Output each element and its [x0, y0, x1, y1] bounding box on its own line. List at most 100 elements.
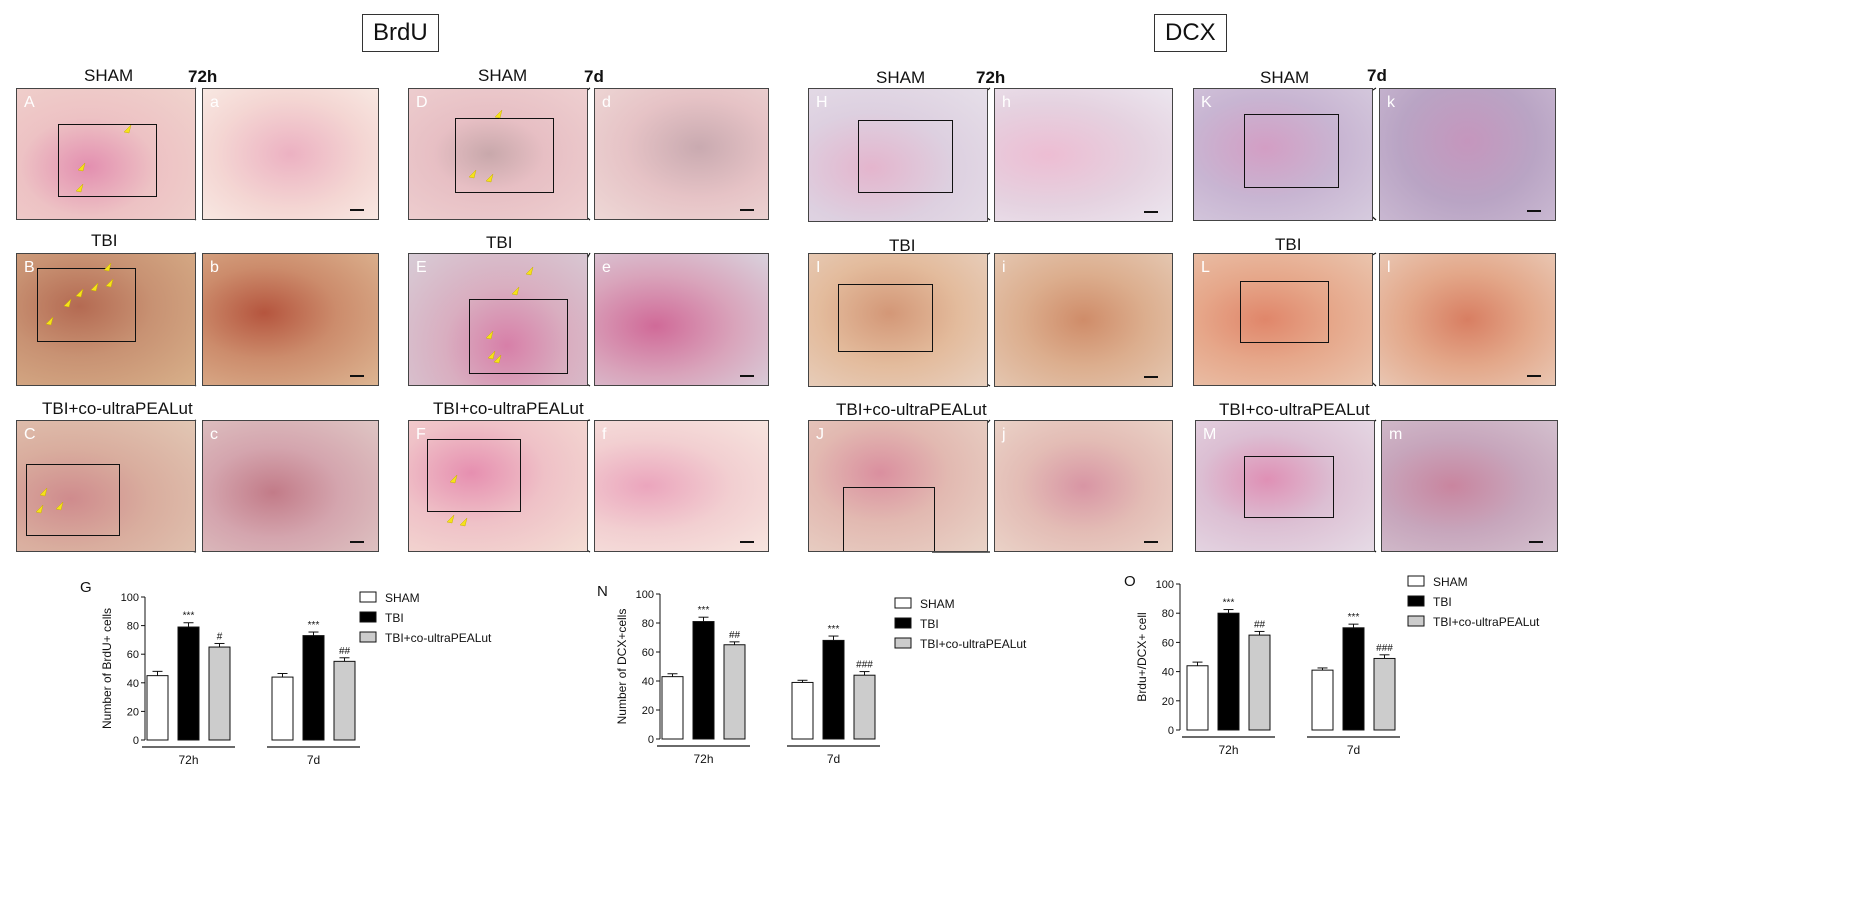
scale-bar	[350, 541, 364, 543]
legend-swatch	[359, 591, 377, 603]
y-axis-label: Number of BrdU+ cells	[100, 608, 114, 729]
y-tick-label: 80	[1162, 608, 1174, 620]
inset-box	[838, 284, 933, 352]
legend-label: TBI	[1433, 595, 1452, 609]
y-tick-label: 100	[636, 589, 654, 601]
micrograph-i: i	[994, 253, 1173, 387]
chart-panel-letter: N	[597, 583, 608, 600]
significance-label: ###	[1376, 643, 1393, 654]
significance-label: ##	[1254, 619, 1266, 630]
micrograph-a: a	[202, 88, 379, 220]
panel-letter: J	[816, 426, 824, 443]
y-tick-label: 0	[648, 734, 654, 746]
inset-box	[1240, 281, 1329, 343]
inset-box	[843, 487, 935, 551]
panel-letter: H	[816, 94, 828, 111]
header-time-7d-dcx: 7d	[1367, 66, 1387, 85]
legend-swatch	[359, 611, 377, 623]
bar-tbi	[177, 626, 200, 741]
header-treat-col3: TBI+co-ultraPEALut	[836, 400, 987, 419]
panel-letter: c	[210, 426, 218, 443]
micrograph-h: h	[994, 88, 1173, 222]
y-tick-label: 100	[121, 592, 139, 604]
legend-label: TBI+co-ultraPEALut	[1433, 615, 1540, 629]
category-label: 7d	[307, 753, 320, 767]
scale-bar	[740, 541, 754, 543]
category-label: 72h	[178, 753, 198, 767]
y-tick-label: 20	[642, 705, 654, 717]
panel-letter: D	[416, 94, 428, 111]
micrograph-b: b	[202, 253, 379, 386]
panel-letter: L	[1201, 259, 1210, 276]
scale-bar	[740, 375, 754, 377]
y-tick-label: 60	[1162, 637, 1174, 649]
inset-box	[858, 120, 953, 193]
micrograph-K: K	[1193, 88, 1373, 221]
y-tick-label: 40	[1162, 667, 1174, 679]
legend-label: TBI+co-ultraPEALut	[920, 637, 1027, 651]
panel-letter: j	[1002, 426, 1006, 443]
header-treat-col1: TBI+co-ultraPEALut	[42, 399, 193, 418]
significance-label: ***	[183, 611, 195, 622]
significance-label: ##	[729, 630, 741, 641]
category-label: 7d	[1347, 743, 1360, 757]
category-label: 7d	[827, 752, 840, 766]
micrograph-e: e	[594, 253, 769, 386]
bar-sham	[146, 675, 169, 741]
micrograph-C: C	[16, 420, 196, 552]
micrograph-k: k	[1379, 88, 1556, 221]
header-sham-7d-brdu: SHAM	[478, 66, 528, 85]
header-sham-72h-brdu: SHAM	[84, 66, 134, 85]
micrograph-M: M	[1195, 420, 1375, 552]
panel-letter: A	[24, 94, 35, 111]
scale-bar	[740, 209, 754, 211]
header-tbi-col4: TBI	[1275, 235, 1302, 254]
panel-letter: F	[416, 426, 426, 443]
brdu-title: BrdU	[362, 14, 439, 52]
header-treat-col4: TBI+co-ultraPEALut	[1219, 400, 1370, 419]
bar-sham	[661, 676, 684, 740]
panel-letter: k	[1387, 94, 1395, 111]
legend-swatch	[1407, 595, 1425, 607]
panel-letter: C	[24, 426, 36, 443]
legend-label: SHAM	[1433, 575, 1468, 589]
inset-box	[427, 439, 521, 512]
header-tbi-col3: TBI	[889, 236, 916, 255]
scale-bar	[1527, 210, 1541, 212]
bar-tbi-co-ultrapealut	[208, 646, 231, 741]
chart-O: O 0 20 40 60 80 100 Brdu+/DCX+ cell *** ## 72h *** #…	[1124, 573, 1540, 757]
scale-bar	[350, 375, 364, 377]
micrograph-A: A	[16, 88, 196, 220]
inset-box	[1244, 114, 1339, 188]
y-tick-label: 60	[127, 649, 139, 661]
header-time-7d-brdu: 7d	[584, 67, 604, 86]
legend-label: TBI	[385, 611, 404, 625]
y-tick-label: 60	[642, 647, 654, 659]
header-treat-col2: TBI+co-ultraPEALut	[433, 399, 584, 418]
panel-letter: a	[210, 94, 219, 111]
panel-letter: i	[1002, 259, 1006, 276]
inset-box	[455, 118, 554, 193]
dcx-title: DCX	[1154, 14, 1227, 52]
chart-G: G 0 20 40 60 80 100 Number of BrdU+ cells *** #72…	[80, 579, 492, 767]
legend-label: TBI	[920, 617, 939, 631]
scale-bar	[1144, 541, 1158, 543]
bar-tbi	[1217, 612, 1240, 731]
micrograph-F: F	[408, 420, 588, 552]
panel-letter: d	[602, 94, 611, 111]
panel-letter: E	[416, 259, 427, 276]
significance-label: ***	[1348, 612, 1360, 623]
inset-box	[58, 124, 157, 197]
panel-letter: f	[602, 426, 607, 443]
micrograph-J: J	[808, 420, 988, 552]
y-tick-label: 0	[1168, 725, 1174, 737]
y-tick-label: 80	[127, 621, 139, 633]
y-axis-label: Number of DCX+cells	[615, 609, 629, 725]
micrograph-H: H	[808, 88, 988, 222]
y-tick-label: 0	[133, 735, 139, 747]
panel-letter: I	[816, 259, 821, 276]
legend-swatch	[894, 637, 912, 649]
chart-panel-letter: O	[1124, 573, 1136, 590]
y-tick-label: 20	[1162, 696, 1174, 708]
micrograph-B: B	[16, 253, 196, 386]
